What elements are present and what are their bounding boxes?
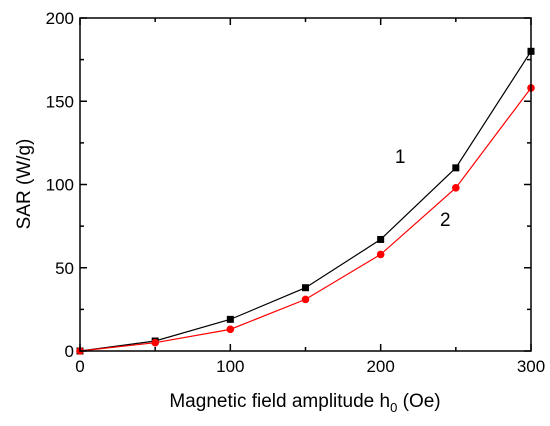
x-axis-title-unit: (Oe) bbox=[397, 391, 440, 412]
y-tick-label: 0 bbox=[65, 342, 74, 361]
series-1 bbox=[76, 47, 535, 355]
series-line bbox=[79, 87, 532, 352]
x-tick-label: 300 bbox=[517, 357, 545, 376]
y-tick-label: 200 bbox=[46, 9, 74, 28]
y-axis: 0 50 100 150 200 bbox=[46, 9, 531, 361]
x-axis: 0 100 200 300 bbox=[75, 18, 545, 376]
data-point bbox=[452, 164, 460, 172]
x-axis-title-subscript: 0 bbox=[390, 400, 397, 415]
data-point bbox=[376, 250, 385, 259]
x-axis-title-main: Magnetic field amplitude h bbox=[169, 391, 390, 412]
data-point bbox=[377, 235, 385, 243]
series-2 bbox=[76, 84, 535, 355]
y-axis-title: SAR (W/g) bbox=[14, 139, 35, 230]
x-tick-label: 0 bbox=[75, 357, 84, 376]
data-point bbox=[226, 325, 235, 334]
series-layer bbox=[76, 47, 535, 355]
curve-label: 1 bbox=[395, 147, 406, 168]
x-tick-label: 100 bbox=[216, 357, 244, 376]
annotations: 12 bbox=[395, 147, 451, 231]
data-point bbox=[151, 338, 159, 347]
x-axis-title: Magnetic field amplitude h0 (Oe) bbox=[169, 391, 440, 415]
data-point bbox=[301, 295, 310, 304]
y-tick-label: 150 bbox=[46, 92, 74, 111]
data-point bbox=[452, 184, 460, 192]
series-line bbox=[79, 50, 532, 352]
curve-label: 2 bbox=[440, 210, 451, 231]
y-tick-label: 100 bbox=[46, 176, 74, 195]
data-point bbox=[226, 315, 234, 323]
data-point bbox=[302, 284, 309, 292]
x-tick-label: 200 bbox=[366, 357, 394, 376]
y-tick-label: 50 bbox=[55, 259, 74, 278]
